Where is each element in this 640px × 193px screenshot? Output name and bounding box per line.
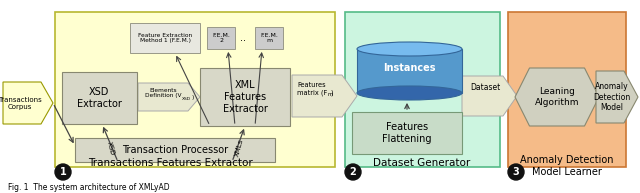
Text: XML
Features
Extractor: XML Features Extractor (223, 80, 268, 114)
Polygon shape (3, 82, 53, 124)
Circle shape (55, 164, 71, 180)
Text: ): ) (330, 90, 333, 96)
Text: XSD: XSD (106, 140, 115, 156)
Text: Instances: Instances (383, 63, 435, 73)
Text: ): ) (191, 95, 193, 100)
Text: Elements
Definition (V: Elements Definition (V (145, 88, 181, 98)
Text: Dataset: Dataset (470, 84, 500, 92)
Text: Features
matrix (F: Features matrix (F (297, 82, 327, 96)
Text: 2: 2 (349, 167, 356, 177)
Bar (352, 112, 462, 154)
Text: Dataset Generator: Dataset Generator (373, 158, 470, 168)
Polygon shape (138, 83, 200, 111)
Text: XSD
Extractor: XSD Extractor (77, 87, 122, 109)
Bar (130, 23, 200, 53)
Text: F.E.M.
2: F.E.M. 2 (212, 33, 230, 43)
Polygon shape (596, 71, 638, 123)
Text: Anomaly Detection
Model Learner: Anomaly Detection Model Learner (520, 155, 614, 177)
Bar (508, 12, 626, 167)
Text: Fig. 1  The system architecture of XMLyAD: Fig. 1 The system architecture of XMLyAD (8, 184, 170, 192)
Text: ..: .. (240, 33, 246, 43)
Text: 1: 1 (60, 167, 67, 177)
Bar (62, 72, 137, 124)
Text: Transactions Features Extractor: Transactions Features Extractor (88, 158, 252, 168)
Bar (200, 68, 290, 126)
Text: Transaction Processor: Transaction Processor (122, 145, 228, 155)
Ellipse shape (357, 42, 462, 56)
Bar (55, 12, 335, 167)
Text: Anomaly
Detection
Model: Anomaly Detection Model (593, 82, 630, 112)
Circle shape (345, 164, 361, 180)
Polygon shape (515, 68, 599, 126)
Text: XMLs: XMLs (234, 138, 244, 158)
Text: Features
Flattening: Features Flattening (382, 122, 432, 144)
Text: Feature Extraction
Method 1 (F.E.M.): Feature Extraction Method 1 (F.E.M.) (138, 33, 192, 43)
Circle shape (508, 164, 524, 180)
Polygon shape (292, 75, 357, 117)
Text: F.E.M.
m: F.E.M. m (260, 33, 278, 43)
Bar (207, 27, 235, 49)
Bar (345, 12, 500, 167)
Bar (75, 138, 275, 162)
Polygon shape (462, 76, 517, 116)
Text: m: m (327, 92, 332, 97)
Bar (357, 49, 462, 93)
Text: Leaning
Algorithm: Leaning Algorithm (535, 87, 579, 107)
Text: XSD: XSD (182, 97, 191, 101)
Text: Transactions
Corpus: Transactions Corpus (0, 96, 42, 109)
Text: 3: 3 (513, 167, 520, 177)
Bar (255, 27, 283, 49)
Ellipse shape (357, 86, 462, 100)
